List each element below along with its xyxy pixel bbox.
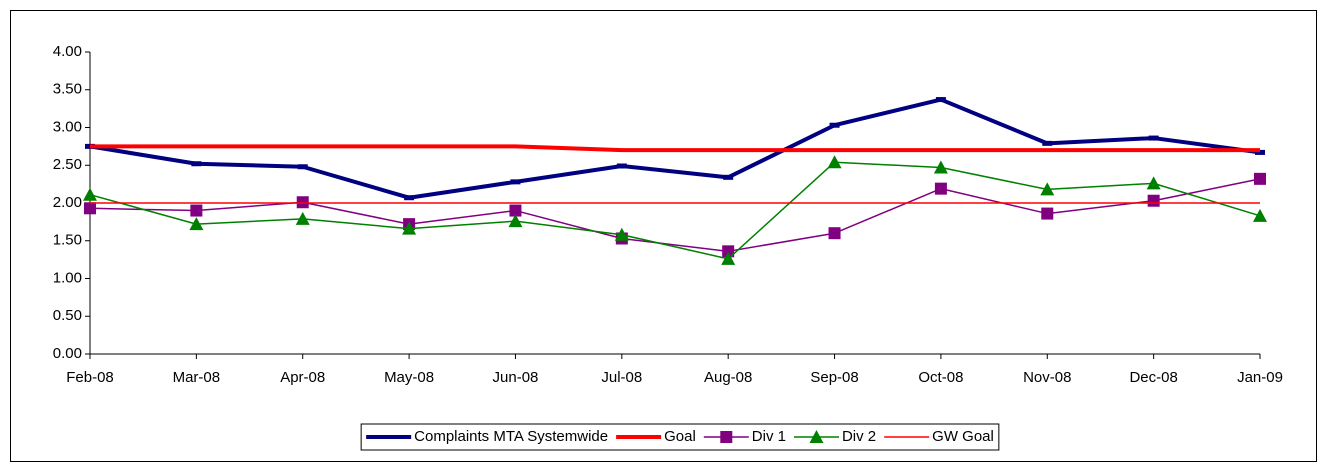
chart-border (10, 10, 1317, 462)
marker (295, 211, 310, 225)
x-tick-label: Oct-08 (918, 369, 963, 386)
marker (84, 202, 96, 215)
marker (828, 227, 841, 240)
legend: Complaints MTA Systemwide Goal Div 1 Div 2 G… (360, 423, 1000, 451)
marker (933, 160, 948, 174)
marker (827, 155, 842, 169)
marker (1146, 176, 1161, 190)
legend-marker (720, 431, 733, 443)
marker (1040, 182, 1055, 196)
x-tick-label: Mar-08 (173, 369, 221, 386)
marker (190, 204, 203, 217)
x-tick-label: Jul-08 (601, 369, 642, 386)
marker (1041, 207, 1054, 220)
x-tick-label: May-08 (384, 369, 434, 386)
marker (402, 221, 417, 235)
marker (1147, 194, 1160, 207)
legend-label: Div 2 (842, 428, 876, 445)
marker (614, 227, 629, 241)
y-tick-label: 0.00 (53, 345, 82, 362)
legend-marker (809, 430, 824, 443)
y-tick-label: 0.50 (53, 307, 82, 324)
x-tick-label: Nov-08 (1023, 369, 1071, 386)
x-tick-label: Dec-08 (1129, 369, 1177, 386)
marker (934, 182, 947, 195)
marker (722, 245, 735, 258)
x-tick-label: Feb-08 (66, 369, 114, 386)
series-line (89, 97, 1261, 200)
x-tick-label: Sep-08 (810, 369, 858, 386)
y-tick-label: 2.50 (53, 156, 82, 173)
legend-label: Goal (664, 428, 696, 445)
marker (509, 204, 522, 217)
marker (721, 251, 736, 265)
x-tick-label: Jan-09 (1237, 369, 1283, 386)
series-line (90, 144, 1260, 153)
x-tick-label: Aug-08 (704, 369, 752, 386)
x-tick-label: Apr-08 (280, 369, 325, 386)
marker (1253, 208, 1267, 222)
marker (189, 217, 204, 231)
marker (508, 214, 523, 228)
marker (1254, 172, 1266, 185)
marker (296, 196, 309, 209)
x-tick-label: Jun-08 (493, 369, 539, 386)
y-tick-label: 3.50 (53, 81, 82, 98)
series-line (89, 161, 1261, 260)
legend-label: Complaints MTA Systemwide (414, 428, 608, 445)
legend-label: GW Goal (932, 428, 994, 445)
marker (83, 187, 97, 201)
y-tick-label: 3.00 (53, 118, 82, 135)
y-tick-label: 1.50 (53, 232, 82, 249)
y-tick-label: 1.00 (53, 269, 82, 286)
legend-label: Div 1 (752, 428, 786, 445)
y-tick-label: 4.00 (53, 43, 82, 60)
y-tick-label: 2.00 (53, 194, 82, 211)
